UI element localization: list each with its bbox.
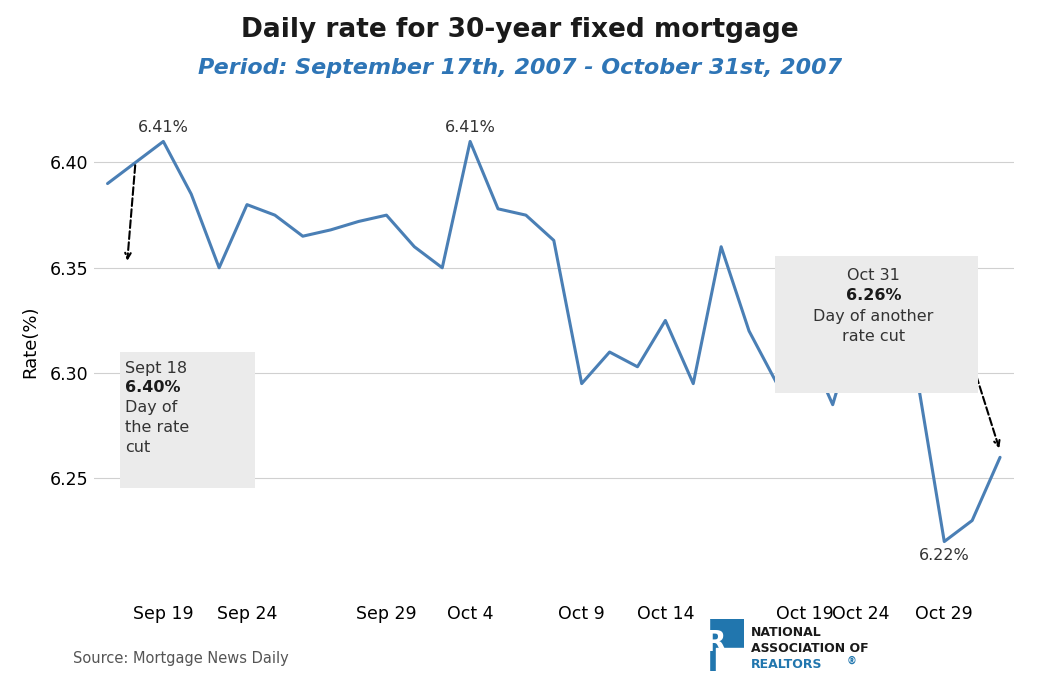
- Text: ®: ®: [847, 656, 856, 666]
- Y-axis label: Rate(%): Rate(%): [21, 305, 40, 378]
- Text: R: R: [705, 628, 726, 656]
- Text: Source: Mortgage News Daily: Source: Mortgage News Daily: [73, 651, 288, 666]
- Text: 6.22%: 6.22%: [919, 548, 969, 563]
- Text: NATIONAL: NATIONAL: [751, 626, 822, 639]
- Text: REALTORS: REALTORS: [751, 658, 823, 671]
- Text: 6.41%: 6.41%: [138, 120, 189, 135]
- Text: Sept 18: Sept 18: [125, 361, 187, 376]
- Text: ASSOCIATION OF: ASSOCIATION OF: [751, 642, 868, 655]
- Text: Daily rate for 30-year fixed mortgage: Daily rate for 30-year fixed mortgage: [241, 17, 799, 43]
- Text: 6.26%: 6.26%: [846, 288, 902, 303]
- Text: the rate: the rate: [125, 420, 189, 435]
- Text: cut: cut: [125, 440, 150, 455]
- Text: Day of: Day of: [125, 400, 177, 415]
- Text: Period: September 17th, 2007 - October 31st, 2007: Period: September 17th, 2007 - October 3…: [198, 58, 842, 78]
- Text: 6.41%: 6.41%: [445, 120, 496, 135]
- Text: Day of another: Day of another: [813, 309, 934, 324]
- Text: Oct 31: Oct 31: [848, 268, 900, 283]
- Text: rate cut: rate cut: [842, 329, 905, 344]
- Text: 6.40%: 6.40%: [125, 380, 180, 395]
